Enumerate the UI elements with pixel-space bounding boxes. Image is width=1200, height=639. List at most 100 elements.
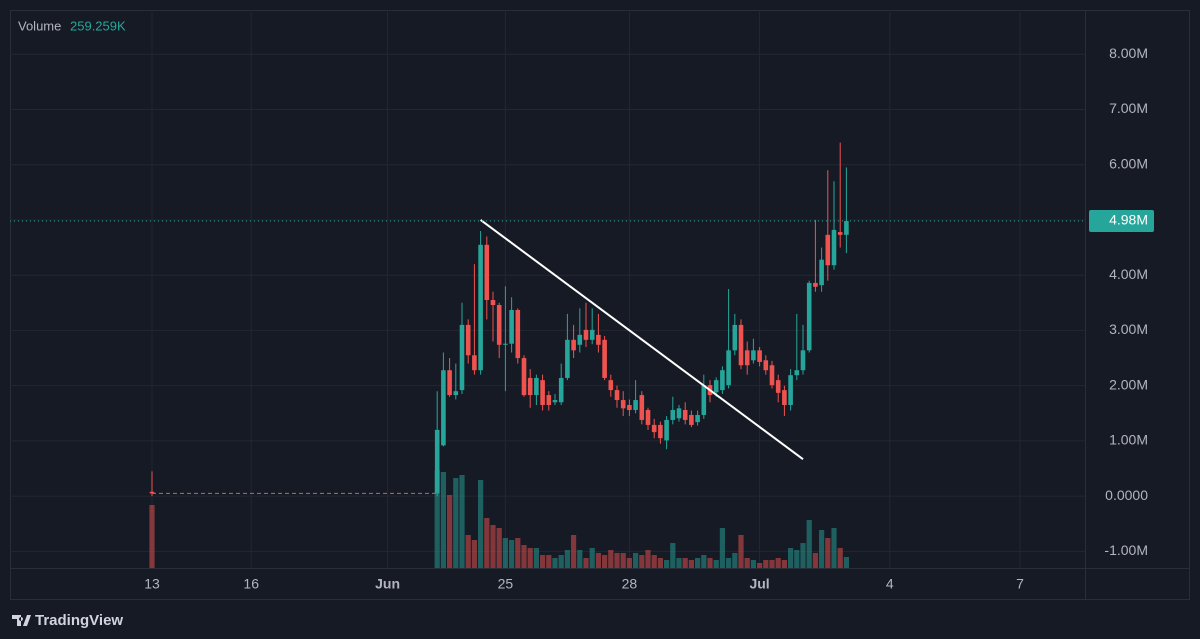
volume-bar [564, 550, 570, 568]
candle-body [515, 309, 521, 359]
candle-body [521, 358, 527, 396]
y-tick-label: 7.00M [1109, 100, 1148, 116]
candle-body [738, 324, 744, 366]
candle-body [509, 309, 514, 344]
volume-bar [496, 527, 502, 568]
candle-body [627, 405, 632, 410]
candle-body [682, 409, 688, 420]
candle-body [664, 419, 669, 441]
candle-body [552, 400, 558, 403]
volume-bar [465, 534, 471, 568]
frame [10, 10, 1190, 600]
volume-legend-name: Volume [18, 18, 61, 33]
x-tick-label: 28 [622, 576, 638, 592]
candle-body [589, 329, 595, 340]
volume-bar [614, 552, 620, 568]
x-tick-label: 7 [1016, 576, 1024, 592]
candle-body [800, 350, 806, 371]
volume-bar [471, 540, 477, 568]
candle-body [689, 414, 694, 425]
volume-bar [738, 534, 744, 568]
candle-body [441, 370, 446, 446]
volume-bar [639, 555, 645, 568]
candle-body [602, 339, 607, 378]
marks [10, 142, 1085, 568]
volume-bar [713, 559, 719, 568]
volume-bar [571, 534, 577, 568]
volume-bar [533, 548, 539, 568]
candle-body [527, 377, 533, 396]
volume-bar [806, 520, 812, 568]
candle-body [620, 400, 626, 409]
volume-legend-value: 259.259K [70, 18, 126, 33]
volume-bar [657, 557, 663, 568]
volume-bar [484, 518, 490, 568]
volume-bar [831, 527, 837, 568]
candle-body [658, 424, 663, 439]
volume-bar [521, 545, 527, 568]
volume-bar [589, 548, 595, 568]
y-tick-label: 8.00M [1109, 45, 1148, 61]
volume-bar [602, 555, 608, 568]
volume-bar [800, 543, 806, 568]
candle-body [465, 324, 471, 356]
volume-bar [744, 557, 750, 568]
candle-body [757, 350, 762, 362]
volume-bar [843, 557, 849, 568]
volume-bar [546, 555, 552, 568]
volume-bar [819, 529, 825, 568]
candle-body [596, 334, 601, 345]
candle-body [565, 339, 570, 378]
volume-bar [502, 538, 508, 568]
volume-bar [812, 552, 818, 568]
candle-body [701, 385, 707, 415]
volume-bar [763, 559, 769, 568]
volume-bar [626, 557, 632, 568]
y-tick-label: 4.00M [1109, 266, 1148, 282]
volume-bar [707, 557, 713, 568]
volume-bar [577, 550, 583, 568]
volume-bar [688, 559, 694, 568]
volume-bar [775, 557, 781, 568]
last-price-label: 4.98M [1109, 212, 1148, 228]
candle-body [472, 355, 477, 371]
candle-body [782, 390, 787, 406]
volume-bar [527, 548, 533, 568]
logo-icon [12, 615, 31, 626]
volume-bar [750, 559, 756, 568]
volume-bar [719, 527, 725, 568]
volume-bar [676, 557, 682, 568]
candle-body [534, 377, 539, 396]
candle-body [837, 232, 843, 235]
candle-body [844, 221, 849, 235]
candle-body [676, 408, 682, 419]
volume-bar [645, 550, 651, 568]
logo [12, 615, 31, 626]
candle-body [726, 350, 731, 386]
volume-bar [595, 552, 601, 568]
volume-bar [583, 557, 589, 568]
candle-body [670, 409, 676, 420]
candle-body [645, 409, 651, 425]
y-tick-label: 6.00M [1109, 155, 1148, 171]
y-tick-label: 1.00M [1109, 432, 1148, 448]
volume-bar [478, 480, 484, 568]
volume-bar [837, 548, 843, 568]
branding: TradingView [35, 612, 123, 629]
volume-bar [447, 494, 453, 568]
candle-body [577, 334, 583, 345]
candle-body [825, 234, 831, 266]
y-tick-label: -1.00M [1104, 542, 1148, 558]
candle-body [503, 343, 508, 345]
candle-body [744, 350, 750, 366]
candle-body [583, 329, 589, 340]
volume-bar [825, 538, 831, 568]
candle-body [490, 300, 496, 306]
candle-body [831, 229, 837, 266]
candle-body [651, 424, 657, 433]
candle-body [713, 380, 719, 393]
candle-body [720, 370, 725, 391]
x-tick-label: Jun [375, 576, 400, 592]
